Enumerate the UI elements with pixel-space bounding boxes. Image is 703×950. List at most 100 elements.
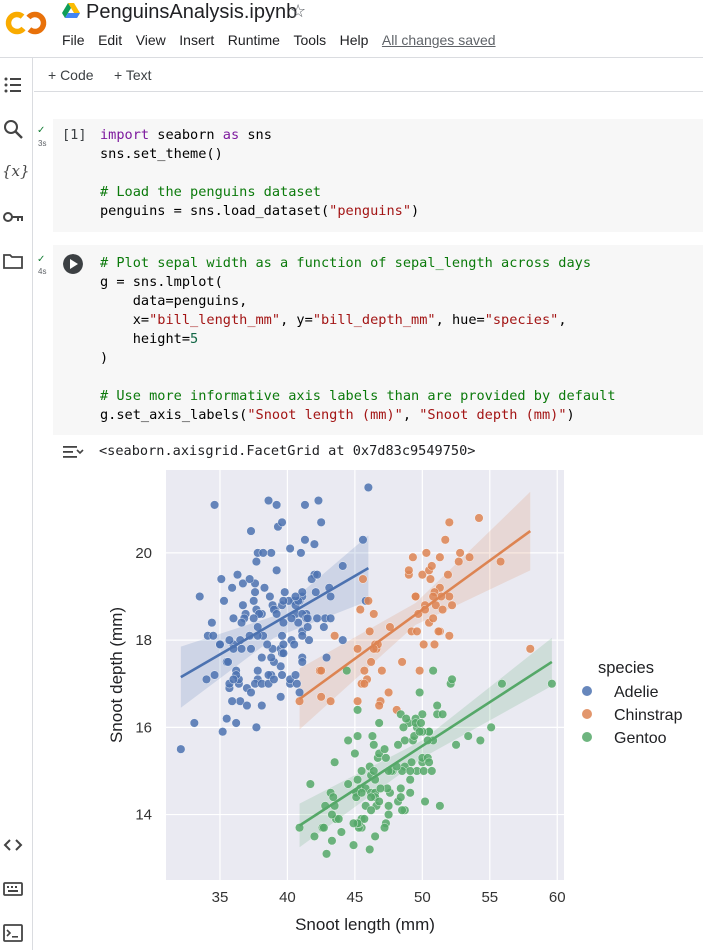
code-snippets-icon[interactable] <box>2 834 24 856</box>
data-point-adelie <box>262 639 272 649</box>
data-point-gentoo <box>432 701 442 711</box>
data-point-gentoo <box>396 783 406 793</box>
menu-edit[interactable]: Edit <box>98 32 123 48</box>
secrets-key-icon[interactable] <box>2 206 24 228</box>
terminal-icon[interactable] <box>2 922 24 944</box>
code-line: height=5 <box>100 331 199 347</box>
menu-tools[interactable]: Tools <box>293 32 327 48</box>
data-point-gentoo <box>384 801 394 811</box>
save-status[interactable]: All changes saved <box>381 32 496 48</box>
data-point-chinstrap <box>417 570 427 580</box>
data-point-adelie <box>297 657 307 667</box>
x-tick-label: 40 <box>279 889 296 906</box>
command-palette-icon[interactable] <box>2 878 24 900</box>
data-point-gentoo <box>328 792 338 802</box>
data-point-adelie <box>338 561 348 571</box>
notebook-title[interactable]: PenguinsAnalysis.ipynb <box>86 1 298 23</box>
data-point-chinstrap <box>447 600 457 610</box>
data-point-adelie <box>210 670 220 680</box>
data-point-gentoo <box>393 740 403 750</box>
data-point-gentoo <box>447 674 457 684</box>
data-point-adelie <box>257 653 267 663</box>
data-point-chinstrap <box>355 605 365 615</box>
data-point-adelie <box>224 635 234 645</box>
data-point-gentoo <box>397 805 407 815</box>
data-point-chinstrap <box>419 639 429 649</box>
data-point-adelie <box>189 718 199 728</box>
data-point-gentoo <box>349 840 359 850</box>
code-token: "Snoot length (mm)" <box>247 407 403 423</box>
data-point-gentoo <box>415 687 425 697</box>
data-point-gentoo <box>349 818 359 828</box>
data-point-adelie <box>233 570 243 580</box>
code-cell-1[interactable] <box>53 119 703 232</box>
data-point-adelie <box>245 574 255 584</box>
data-point-chinstrap <box>363 596 373 606</box>
data-point-gentoo <box>330 757 340 767</box>
cell-1-code[interactable]: import seaborn as sns sns.set_theme() # L… <box>100 126 419 221</box>
files-folder-icon[interactable] <box>2 250 24 272</box>
data-point-adelie <box>201 674 211 684</box>
data-point-chinstrap <box>465 552 475 562</box>
code-line: x="bill_length_mm", y="bill_depth_mm", h… <box>100 312 567 328</box>
data-point-adelie <box>296 548 306 558</box>
data-point-adelie <box>289 639 299 649</box>
menu-insert[interactable]: Insert <box>179 32 215 48</box>
data-point-chinstrap <box>377 666 387 676</box>
data-point-gentoo <box>420 796 430 806</box>
data-point-chinstrap <box>496 557 506 567</box>
code-cell-2[interactable] <box>53 245 703 435</box>
data-point-gentoo <box>415 727 425 737</box>
add-text-button[interactable]: + Text <box>114 67 152 83</box>
legend-label-chinstrap: Chinstrap <box>614 707 683 724</box>
data-point-gentoo <box>319 823 329 833</box>
search-icon[interactable] <box>2 118 24 140</box>
menu-file[interactable]: File <box>62 32 85 48</box>
data-point-adelie <box>218 727 228 737</box>
data-point-gentoo <box>451 740 461 750</box>
table-of-contents-icon[interactable] <box>2 74 24 96</box>
data-point-adelie <box>276 661 286 671</box>
data-point-gentoo <box>438 709 448 719</box>
data-point-gentoo <box>463 731 473 741</box>
data-point-chinstrap <box>474 513 484 523</box>
colab-logo-icon[interactable] <box>4 8 48 38</box>
run-cell-button[interactable] <box>63 254 83 274</box>
menu-runtime[interactable]: Runtime <box>227 32 280 48</box>
data-point-chinstrap <box>411 591 421 601</box>
data-point-adelie <box>300 500 310 510</box>
star-icon[interactable]: ☆ <box>290 1 307 21</box>
data-point-gentoo <box>398 722 408 732</box>
menu-help[interactable]: Help <box>339 32 369 48</box>
x-tick-labels: 35 40 45 50 55 60 <box>212 889 566 906</box>
data-point-chinstrap <box>444 517 454 527</box>
data-point-adelie <box>312 613 322 623</box>
variables-icon[interactable]: {x} <box>2 162 30 180</box>
data-point-adelie <box>242 701 252 711</box>
data-point-adelie <box>313 496 323 506</box>
add-code-button[interactable]: + Code <box>48 67 94 83</box>
code-line: penguins = sns.load_dataset("penguins") <box>100 203 420 219</box>
code-token: "bill_depth_mm" <box>312 312 436 328</box>
data-point-adelie <box>237 644 247 654</box>
menu-view[interactable]: View <box>135 32 166 48</box>
data-point-chinstrap <box>525 644 535 654</box>
data-point-gentoo <box>322 849 332 859</box>
data-point-adelie <box>219 596 229 606</box>
data-point-adelie <box>227 696 237 706</box>
cell-2-code[interactable]: # Plot sepal width as a function of sepa… <box>100 254 616 425</box>
data-point-chinstrap <box>438 605 448 615</box>
data-point-adelie <box>297 631 307 641</box>
data-point-adelie <box>222 714 232 724</box>
data-point-gentoo <box>486 722 496 732</box>
data-point-gentoo <box>305 779 315 789</box>
data-point-gentoo <box>334 814 344 824</box>
code-line: g = sns.lmplot( <box>100 274 223 290</box>
x-tick-label: 60 <box>549 889 566 906</box>
output-actions-icon[interactable] <box>62 444 84 460</box>
data-point-chinstrap <box>421 548 431 558</box>
google-drive-icon[interactable] <box>62 3 80 19</box>
data-point-chinstrap <box>384 687 394 697</box>
data-point-gentoo <box>336 827 346 837</box>
data-point-adelie <box>249 613 259 623</box>
